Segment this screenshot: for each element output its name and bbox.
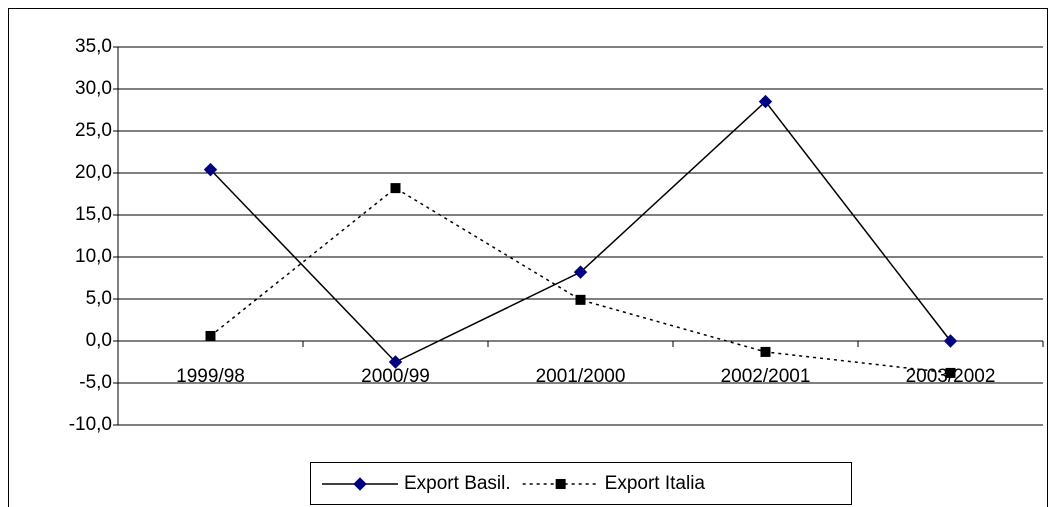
x-tick-label: 2002/2001: [721, 366, 811, 387]
series-line: [209, 100, 952, 363]
x-tick-label: 1999/98: [176, 366, 245, 387]
y-tick-label: 35,0: [75, 36, 112, 57]
marker: [390, 183, 401, 194]
marker: [945, 367, 956, 378]
y-tick-label: 15,0: [75, 204, 112, 225]
marker: [758, 94, 773, 109]
y-tick-label: -5,0: [79, 372, 112, 393]
marker: [388, 355, 403, 369]
x-tick-label: 2000/99: [361, 366, 430, 387]
marker: [205, 330, 216, 341]
series-line: [210, 187, 951, 374]
y-tick-label: 30,0: [75, 78, 112, 99]
marker: [760, 346, 771, 357]
y-tick-label: 20,0: [75, 162, 112, 183]
y-tick-label: -10,0: [69, 414, 112, 435]
marker: [555, 479, 566, 489]
marker: [203, 162, 218, 177]
marker: [573, 265, 588, 279]
marker: [353, 477, 367, 491]
y-tick-label: 25,0: [75, 120, 112, 141]
legend-label: Export Italia: [605, 473, 706, 494]
marker: [575, 294, 586, 305]
chart-border: [8, 8, 1048, 507]
y-tick-label: 10,0: [75, 246, 112, 267]
marker: [943, 334, 958, 348]
legend: Export Basil. Export Italia: [310, 462, 852, 505]
y-tick-label: 5,0: [86, 288, 112, 309]
legend-label: Export Basil.: [404, 473, 511, 494]
x-tick-label: 2001/2000: [536, 366, 626, 387]
y-tick-label: 0,0: [86, 330, 112, 351]
